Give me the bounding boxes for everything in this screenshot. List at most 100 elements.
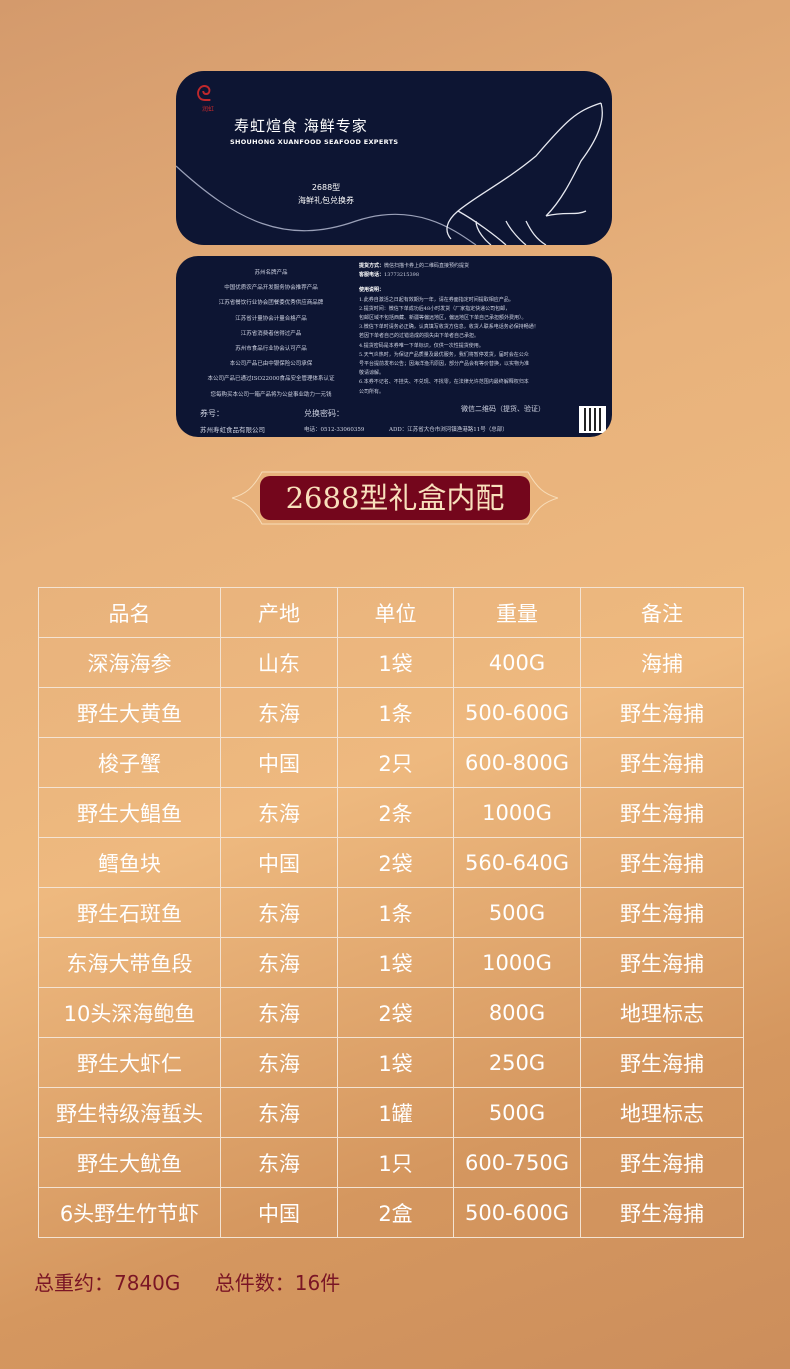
- company-address: ADD：江苏省大仓市浏河镇渔港路11号（总部）: [389, 427, 508, 433]
- honor: 您每购买本公司一箱产品将为公益事业助力一元钱: [210, 391, 332, 398]
- voucher-model: 2688型 海鲜礼包兑换券: [286, 181, 366, 207]
- table-cell: 600-800G: [453, 737, 581, 788]
- table-cell: 野生海捕: [580, 687, 744, 738]
- table-cell: 1袋: [337, 1037, 454, 1088]
- brand-slogan: 寿虹煊食 海鲜专家: [234, 117, 368, 135]
- voucher-name: 海鲜礼包兑换券: [298, 196, 354, 205]
- model-number: 2688型: [311, 183, 341, 192]
- instructions-label: 使用说明：: [359, 287, 385, 294]
- instruction-line: 3.微信下单时请务必正确，认真填写收货方信息，收货人联系电话务必保持畅通！: [359, 324, 539, 331]
- pickup-value: 微信扫描卡券上的二维码直接预约提货: [384, 263, 470, 269]
- table-cell: 6头野生竹节虾: [38, 1187, 221, 1238]
- table-row: 野生大鱿鱼 东海 1只 600-750G 野生海捕: [38, 1137, 744, 1188]
- banner-ornament: [232, 471, 558, 525]
- table-cell: 2盒: [337, 1187, 454, 1238]
- qr-caption: 微信二维码（提货、验证）: [461, 405, 545, 413]
- table-cell: 中国: [220, 737, 338, 788]
- instruction-line: 1.此券自激活之日起有效期为一年，请在券面指定时间提取相应产品。: [359, 296, 514, 303]
- column-header: 产地: [220, 587, 338, 638]
- table-cell: 地理标志: [580, 1087, 744, 1138]
- table-cell: 250G: [453, 1037, 581, 1088]
- table-cell: 东海: [220, 1037, 338, 1088]
- table-cell: 2只: [337, 737, 454, 788]
- brand-logo: ᘓ 润虹: [196, 82, 214, 113]
- honor: 本公司产品已由中银保险公司承保: [229, 361, 313, 368]
- table-cell: 500-600G: [453, 1187, 581, 1238]
- table-cell: 1只: [337, 1137, 454, 1188]
- table-row: 深海海参 山东 1袋 400G 海捕: [38, 637, 744, 688]
- table-cell: 东海大带鱼段: [38, 937, 221, 988]
- instruction-line: 5.天气炎热时，为保证产品质量及最优服务，我们将暂停发货，届时会在公众: [359, 351, 529, 358]
- table-cell: 东海: [220, 987, 338, 1038]
- honor: 中国优质农产品开发服务协会推荐产品: [224, 285, 318, 292]
- honor: 苏州市食品行业协会认可产品: [235, 346, 307, 353]
- banner-title: 2688型礼盒内配: [260, 476, 530, 520]
- table-cell: 1袋: [337, 637, 454, 688]
- table-cell: 500G: [453, 1087, 581, 1138]
- total-count: 总件数：16件: [214, 1271, 341, 1295]
- column-header: 单位: [337, 587, 454, 638]
- phone-value: 13773215398: [384, 272, 420, 279]
- instruction-line: 敬请谅解。: [359, 370, 385, 377]
- table-cell: 山东: [220, 637, 338, 688]
- password-label: 兑换密码：: [304, 409, 344, 418]
- table-cell: 500-600G: [453, 687, 581, 738]
- column-header: 重量: [453, 587, 581, 638]
- table-cell: 1条: [337, 887, 454, 938]
- squid-illustration: [176, 102, 603, 245]
- table-row: 野生特级海蜇头 东海 1罐 500G 地理标志: [38, 1087, 744, 1138]
- section-banner: 2688型礼盒内配: [232, 468, 558, 528]
- table-cell: 野生海捕: [580, 737, 744, 788]
- total-weight: 总重约：7840G: [34, 1271, 181, 1295]
- table-cell: 鳕鱼块: [38, 837, 221, 888]
- table-cell: 野生大虾仁: [38, 1037, 221, 1088]
- table-cell: 野生大黄鱼: [38, 687, 221, 738]
- table-row: 野生大鲳鱼 东海 2条 1000G 野生海捕: [38, 787, 744, 838]
- phone-label: 客服电话：: [359, 272, 385, 279]
- table-cell: 2袋: [337, 837, 454, 888]
- coupon-number-label: 券号：: [200, 409, 224, 418]
- table-cell: 野生海捕: [580, 887, 744, 938]
- table-cell: 800G: [453, 987, 581, 1038]
- table-cell: 中国: [220, 837, 338, 888]
- column-header: 品名: [38, 587, 221, 638]
- qr-code[interactable]: [579, 406, 606, 433]
- table-cell: 野生海捕: [580, 1187, 744, 1238]
- table-cell: 东海: [220, 787, 338, 838]
- instruction-line: 6.本券不记名、不挂失、不兑现、不找零，在法律允许范围内最终解释权归本: [359, 379, 529, 386]
- table-row: 野生大黄鱼 东海 1条 500-600G 野生海捕: [38, 687, 744, 738]
- table-row: 鳕鱼块 中国 2袋 560-640G 野生海捕: [38, 837, 744, 888]
- table-cell: 野生海捕: [580, 837, 744, 888]
- table-cell: 东海: [220, 1087, 338, 1138]
- table-cell: 野生石斑鱼: [38, 887, 221, 938]
- table-cell: 野生特级海蜇头: [38, 1087, 221, 1138]
- instruction-line: 4.提货密码是本券唯一下单标识，仅供一次性提货使用。: [359, 342, 484, 349]
- instruction-line: 号平台提前发布公告；因海洋渔汛原因，部分产品会有等价替换，以实物为准: [359, 361, 530, 368]
- table-row: 6头野生竹节虾 中国 2盒 500-600G 野生海捕: [38, 1187, 744, 1238]
- table-cell: 东海: [220, 687, 338, 738]
- table-cell: 中国: [220, 1187, 338, 1238]
- table-cell: 野生海捕: [580, 787, 744, 838]
- instruction-line: 若因下单者自己的过错造成的损失由下单者自己承担。: [359, 333, 480, 340]
- contents-table: 品名 产地 单位 重量 备注 深海海参 山东 1袋 400G 海捕 野生大黄鱼 东海 1条 500-60…: [38, 587, 744, 1238]
- company-name: 苏州寿虹食品有限公司: [200, 426, 265, 434]
- table-row: 梭子蟹 中国 2只 600-800G 野生海捕: [38, 737, 744, 788]
- table-cell: 1000G: [453, 937, 581, 988]
- table-cell: 1条: [337, 687, 454, 738]
- table-cell: 560-640G: [453, 837, 581, 888]
- table-cell: 1罐: [337, 1087, 454, 1138]
- table-cell: 400G: [453, 637, 581, 688]
- instruction-line: 2.提货时间：微信下单成功后48小时发货（厂家指定快递公司包邮，: [359, 305, 511, 312]
- table-cell: 600-750G: [453, 1137, 581, 1188]
- summary: 总重约：7840G 总件数：16件: [34, 1267, 368, 1296]
- table-cell: 野生海捕: [580, 1137, 744, 1188]
- voucher-front: ᘓ 润虹 寿虹煊食 海鲜专家 SHOUHONG XUANFOOD SEAFOOD …: [176, 71, 612, 245]
- table-row: 野生石斑鱼 东海 1条 500G 野生海捕: [38, 887, 744, 938]
- honor: 本公司产品已通过ISO22000食品安全管理体系认证: [207, 376, 335, 383]
- table-cell: 梭子蟹: [38, 737, 221, 788]
- table-row: 10头深海鲍鱼 东海 2袋 800G 地理标志: [38, 987, 744, 1038]
- honor: 江苏省计量协会计量合格产品: [235, 315, 307, 322]
- table-cell: 1袋: [337, 937, 454, 988]
- table-cell: 500G: [453, 887, 581, 938]
- pickup-label: 提货方式：: [359, 263, 385, 269]
